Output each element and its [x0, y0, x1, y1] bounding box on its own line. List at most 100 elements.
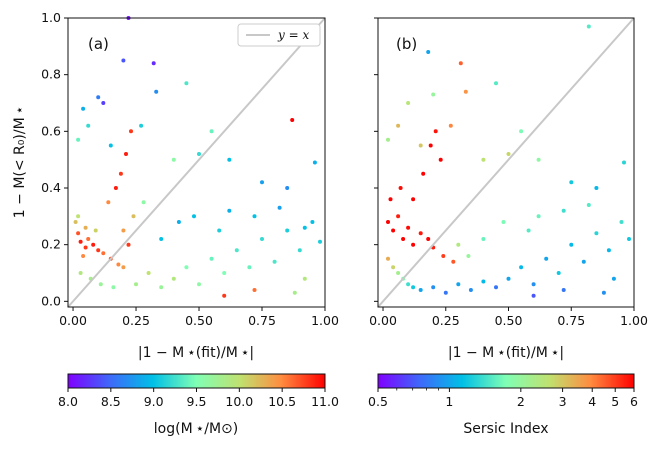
panel-a-point — [121, 58, 126, 63]
panel-b-point — [569, 242, 574, 247]
panel-b-point — [622, 160, 626, 165]
panel-a-point — [83, 225, 88, 230]
panel-a-point — [302, 225, 307, 230]
legend-label: y = x — [277, 28, 309, 42]
panel-a-point — [76, 231, 81, 236]
legend: y = x — [237, 23, 321, 47]
panel-a-point — [285, 228, 290, 233]
panel-a-point — [318, 239, 322, 244]
panel-b-point — [506, 276, 511, 281]
panel-b-point — [418, 231, 423, 236]
panel-a-point — [247, 265, 252, 270]
panel-b-point — [426, 237, 431, 241]
panel-b-point — [501, 220, 506, 224]
panel-a-point — [118, 171, 123, 176]
panel-b-point — [627, 237, 631, 241]
panel-a-point — [91, 242, 96, 247]
panel-a-point — [73, 220, 78, 224]
panel-a-point — [83, 245, 88, 250]
panel-b-xlabel: |1 − M ⋆(fit)/M ⋆| — [448, 345, 564, 361]
panel-a-point — [227, 208, 232, 213]
panel-a-y-tick-label: 0.4 — [41, 180, 61, 195]
panel-a-point — [260, 180, 264, 185]
panel-b-point — [396, 123, 401, 128]
panel-a-identity-line — [67, 17, 326, 308]
panel-a-point — [197, 282, 201, 287]
panel-b-colorbar-tick-label: 3 — [559, 394, 567, 409]
panel-b-point — [494, 81, 498, 86]
panel-b-x-tick-label: 0.00 — [369, 313, 397, 328]
panel-a-point — [222, 293, 227, 298]
panel-a-point — [252, 214, 257, 219]
panel-b-point — [611, 276, 616, 281]
panel-a-point — [292, 290, 297, 295]
panel-b-point — [569, 180, 574, 185]
panel-a-point — [209, 256, 214, 261]
panel-b-point — [438, 157, 443, 162]
panel-a-point — [139, 123, 144, 128]
panel-a-x-tick-label: 0.75 — [248, 313, 276, 328]
panel-a-point — [76, 137, 81, 142]
panel-b-x-ticks: 0.00 0.25 0.50 0.75 1.00 — [369, 307, 648, 328]
panel-a-point — [131, 214, 136, 219]
panel-a-point — [252, 288, 257, 292]
panel-b-point — [466, 254, 471, 258]
panel-b-point — [451, 259, 456, 264]
panel-a-point — [227, 157, 232, 162]
panel-a-point — [234, 248, 239, 253]
panel-b-point — [411, 242, 416, 247]
panel-a-point — [108, 143, 113, 148]
panel-b-point — [561, 208, 566, 213]
panel-b-point — [586, 203, 591, 207]
panel-a-point — [217, 228, 222, 233]
panel-a-point — [76, 214, 81, 219]
panel-a-point — [312, 160, 317, 165]
panel-a-point — [297, 248, 302, 253]
panel-a-point — [134, 282, 138, 287]
colorbar-b-gradient — [377, 373, 635, 389]
panel-b-colorbar-tick-label: 5 — [611, 394, 619, 409]
panel-a-point — [96, 95, 101, 100]
panel-b-point — [426, 50, 431, 54]
panel-b-point — [619, 220, 624, 224]
colorbar-a-label: log(M ⋆/M⊙) — [154, 421, 238, 437]
panel-a-point — [86, 123, 91, 128]
panel-a-point — [184, 81, 189, 86]
panel-a-colorbar-tick-label: 8.0 — [58, 394, 78, 409]
panel-a-point — [184, 265, 189, 270]
panel-a-colorbar-tick-label: 11.0 — [311, 394, 339, 409]
panel-b-point — [441, 254, 446, 258]
panel-b-point — [463, 89, 468, 94]
panel-b-colorbar-tick-label: 0.5 — [368, 394, 388, 409]
panel-b-colorbar-tick-label: 2 — [517, 394, 525, 409]
panel-b-point — [418, 143, 423, 148]
panel-b-point — [458, 61, 463, 66]
panel-a-point — [285, 186, 290, 190]
panel-b-point — [401, 237, 406, 241]
panel-b-x-tick-label: 0.50 — [495, 313, 523, 328]
panel-b-point — [468, 288, 473, 292]
panel-a-point — [101, 101, 106, 105]
panel-a-tag: (a) — [88, 35, 109, 53]
panel-b-point — [431, 92, 436, 97]
panel-a-colorbar-tick-label: 10.0 — [225, 394, 253, 409]
panel-a-x-tick-label: 1.00 — [311, 313, 339, 328]
panel-a-point — [159, 237, 164, 241]
panel-a-ylabel: 1 − M(< R₀)/M ⋆ — [12, 106, 28, 218]
panel-a-colorbar-tick-label: 10.5 — [268, 394, 296, 409]
panel-b-point — [406, 101, 411, 105]
panel-a-y-tick-label: 0.0 — [41, 293, 61, 308]
panel-b-colorbar-tick-label: 4 — [588, 394, 596, 409]
colorbar-a-gradient — [67, 373, 326, 389]
panel-a-point — [171, 276, 176, 281]
panel-b-point — [411, 197, 416, 202]
panel-b-identity-line — [377, 17, 635, 308]
panel-b-point — [481, 237, 486, 241]
panel-a-point — [277, 205, 282, 210]
panel-a-point — [146, 271, 151, 275]
panel-a-point — [101, 251, 106, 256]
panel-b-point — [519, 265, 524, 270]
panel-b-point — [606, 248, 611, 253]
panel-a-point — [113, 186, 118, 190]
